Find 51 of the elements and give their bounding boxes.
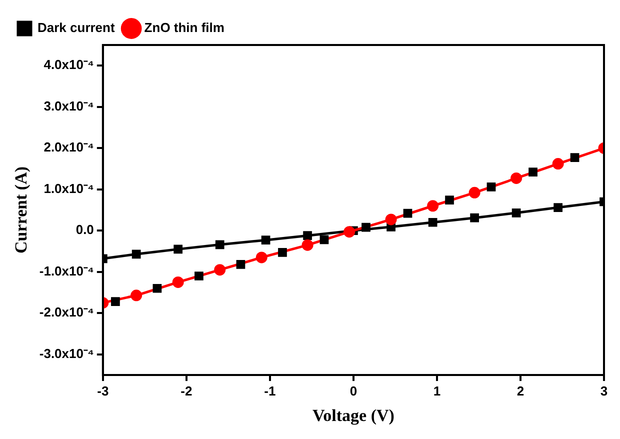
point — [344, 226, 356, 238]
point — [428, 218, 438, 227]
x-tick-label: 0 — [350, 383, 358, 398]
point — [132, 250, 141, 259]
x-tick-label: -2 — [180, 383, 192, 398]
point — [552, 158, 564, 170]
y-tick-label: 2.0x10⁻⁴ — [44, 140, 94, 155]
point — [570, 153, 580, 162]
point — [362, 222, 370, 232]
point — [261, 236, 270, 245]
point — [385, 214, 397, 226]
y-tick-label: -3.0x10⁻⁴ — [39, 346, 94, 361]
x-tick-label: -3 — [97, 383, 109, 398]
point — [194, 272, 204, 280]
x-axis-title: Voltage (V) — [312, 406, 394, 426]
y-tick-label: 3.0x10⁻⁴ — [44, 98, 94, 114]
point — [510, 172, 522, 184]
point — [236, 260, 246, 269]
point — [111, 297, 120, 306]
x-tick-label: -1 — [264, 383, 276, 398]
point — [152, 284, 162, 293]
point — [256, 252, 268, 264]
point — [320, 235, 329, 244]
y-axis-title: Current (A) — [12, 166, 31, 254]
x-tick-label: 2 — [516, 383, 524, 398]
point — [215, 240, 224, 250]
point — [486, 182, 496, 192]
point — [470, 213, 479, 222]
point — [174, 244, 183, 254]
point — [427, 200, 439, 212]
y-tick-label: 0.0 — [76, 222, 94, 238]
point — [172, 276, 184, 288]
point — [528, 168, 538, 176]
point — [445, 196, 454, 205]
x-tick-label: 1 — [433, 383, 441, 398]
y-tick-label: -1.0x10⁻⁴ — [39, 263, 94, 278]
point — [214, 264, 226, 276]
point — [303, 231, 312, 240]
point — [130, 290, 142, 302]
point — [554, 203, 562, 212]
point — [302, 239, 314, 251]
x-tick-label: 3 — [600, 383, 608, 398]
point — [468, 186, 480, 198]
point — [403, 208, 412, 218]
point — [512, 208, 521, 218]
legend-label: Dark current — [38, 20, 116, 36]
point — [278, 248, 287, 257]
y-tick-label: -2.0x10⁻⁴ — [39, 304, 94, 320]
y-tick-label: 4.0x10⁻⁴ — [44, 57, 94, 72]
legend-label: ZnO thin film — [144, 20, 224, 36]
y-tick-label: 1.0x10⁻⁴ — [44, 180, 94, 196]
